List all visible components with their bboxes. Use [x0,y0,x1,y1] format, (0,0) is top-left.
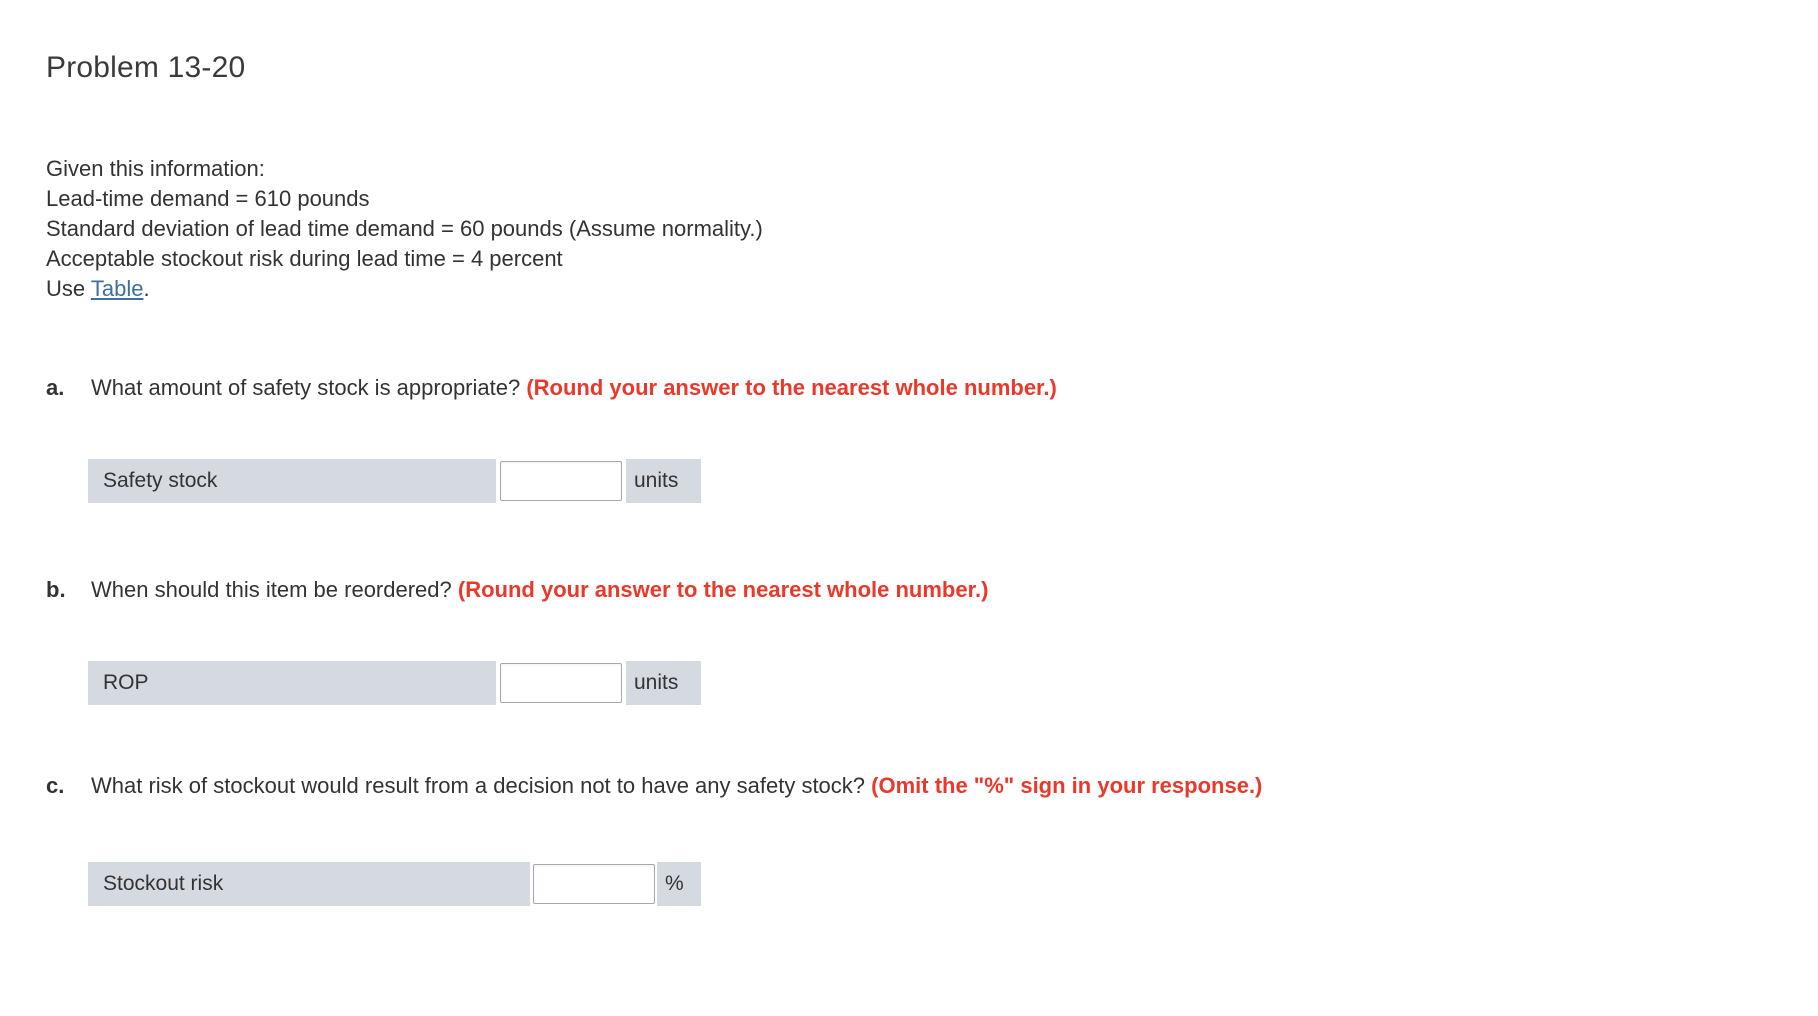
question-a-text: What amount of safety stock is appropria… [91,375,527,400]
given-line: Given this information: [46,156,265,181]
question-a: a. What amount of safety stock is approp… [46,374,1770,402]
question-a-instruction: (Round your answer to the nearest whole … [526,375,1057,400]
stockout-risk-unit-cell: % [657,862,701,906]
safety-stock-input-cell [496,459,626,503]
question-b-letter: b. [46,577,66,602]
question-b-text: When should this item be reordered? [91,577,458,602]
stockout-risk-input[interactable] [532,864,655,904]
given-line: Standard deviation of lead time demand =… [46,216,763,241]
rop-row: ROP units [88,661,1770,705]
given-line: Lead-time demand = 610 pounds [46,186,370,211]
rop-input-cell [496,661,626,705]
given-information: Given this information: Lead-time demand… [46,154,1770,304]
question-a-letter: a. [46,375,65,400]
use-suffix: . [143,276,150,301]
question-c-letter: c. [46,773,65,798]
question-c-body: What risk of stockout would result from … [91,772,1262,800]
rop-input[interactable] [500,663,622,703]
page-title: Problem 13-20 [46,51,246,84]
safety-stock-unit-cell: units [626,459,701,503]
table-link[interactable]: Table [90,276,144,301]
question-b: b. When should this item be reordered? (… [46,576,1770,604]
safety-stock-input[interactable] [500,461,622,501]
use-table-line: Use Table. [46,274,1770,304]
question-b-body: When should this item be reordered? (Rou… [91,576,988,604]
stockout-risk-input-cell [530,862,657,906]
question-c: c. What risk of stockout would result fr… [46,772,1770,800]
stockout-risk-row: Stockout risk % [88,862,1770,906]
question-b-instruction: (Round your answer to the nearest whole … [457,577,989,602]
safety-stock-label-cell: Safety stock [88,459,496,503]
question-a-body: What amount of safety stock is appropria… [91,374,1057,402]
stockout-risk-label-cell: Stockout risk [88,862,530,906]
question-c-text: What risk of stockout would result from … [91,773,872,798]
safety-stock-row: Safety stock units [88,459,1770,503]
rop-label-cell: ROP [88,661,496,705]
use-prefix: Use [46,276,91,301]
given-line: Acceptable stockout risk during lead tim… [46,246,563,271]
rop-unit-cell: units [626,661,701,705]
question-c-instruction: (Omit the "%" sign in your response.) [871,773,1263,798]
